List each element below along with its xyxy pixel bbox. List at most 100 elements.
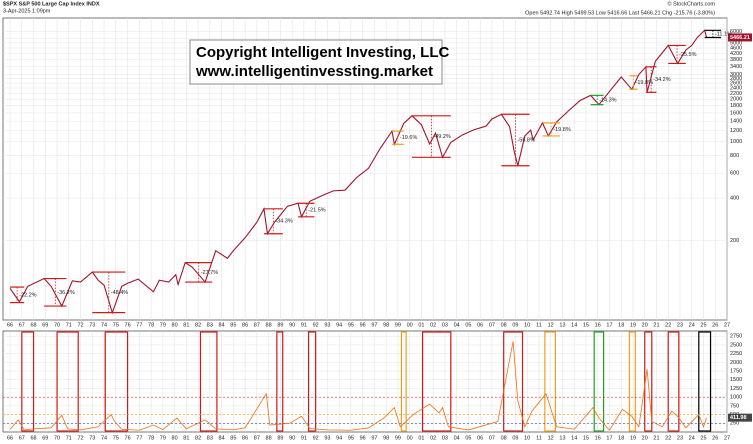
- x-tick-label: 25: [700, 435, 706, 441]
- x-tick-label: 99: [395, 322, 401, 328]
- y-tick-label: 2200: [730, 91, 742, 97]
- x-tick-label: 69: [42, 322, 48, 328]
- highlight-period: [644, 331, 653, 432]
- x-tick-label: 66: [7, 435, 13, 441]
- drawdown-label: -19.8%: [636, 80, 654, 86]
- x-tick-label: 97: [371, 435, 377, 441]
- date: 3-Apr-2025 1:09pm: [3, 8, 51, 14]
- x-tick-label: 72: [78, 322, 84, 328]
- x-tick-label: 01: [418, 322, 424, 328]
- quote: Open 5492.74 High 5499.53 Low 5416.66 La…: [525, 10, 715, 16]
- x-tick-label: 95: [348, 322, 354, 328]
- x-tick-label: 25: [700, 322, 706, 328]
- x-tick-label: 24: [689, 322, 695, 328]
- x-tick-label: 03: [442, 322, 448, 328]
- y-tick-label: 250: [730, 421, 739, 427]
- series-line: [9, 341, 707, 431]
- x-tick-label: 67: [19, 322, 25, 328]
- highlight-period: [544, 331, 557, 432]
- highlight-period: [503, 331, 524, 432]
- x-tick-label: 27: [724, 435, 730, 441]
- drawdown-label: -14.3%: [599, 97, 617, 103]
- x-tick-label: 67: [19, 435, 25, 441]
- x-tick-label: 19: [630, 435, 636, 441]
- x-tick-label: 05: [465, 435, 471, 441]
- drawdown-label: -25.5%: [679, 52, 697, 58]
- y-tick-label: 2250: [730, 351, 742, 357]
- x-tick-label: 01: [418, 435, 424, 441]
- drawdown-label: -34.2%: [653, 77, 671, 83]
- y-tick-label: 400: [730, 196, 739, 202]
- y-tick-label: 1000: [730, 139, 742, 145]
- last-value-box: [728, 413, 752, 422]
- x-tick-label: 15: [583, 435, 589, 441]
- x-tick-label: 82: [195, 322, 201, 328]
- x-tick-label: 76: [125, 322, 131, 328]
- y-tick-label: 1200: [730, 128, 742, 134]
- x-tick-label: 70: [54, 322, 60, 328]
- x-tick-label: 93: [324, 435, 330, 441]
- x-tick-label: 07: [489, 435, 495, 441]
- x-tick-label: 05: [465, 322, 471, 328]
- x-tick-label: 16: [595, 322, 601, 328]
- highlight-period: [21, 331, 35, 432]
- x-tick-label: 04: [454, 322, 460, 328]
- drawdown-label: -11.1%: [715, 31, 732, 37]
- x-tick-label: 18: [618, 435, 624, 441]
- x-tick-label: 96: [360, 435, 366, 441]
- x-tick-label: 23: [677, 322, 683, 328]
- y-tick-label: 2750: [730, 334, 742, 340]
- x-tick-label: 94: [336, 322, 342, 328]
- x-tick-label: 69: [42, 435, 48, 441]
- symbol: $SPX S&P 500 Large Cap Index INDX: [3, 1, 100, 7]
- x-tick-label: 20: [642, 435, 648, 441]
- x-tick-label: 13: [559, 322, 565, 328]
- watermark-line: Copyright Intelligent Investing, LLC: [196, 44, 449, 61]
- x-tick-label: 80: [172, 435, 178, 441]
- x-tick-label: 81: [183, 322, 189, 328]
- x-tick-label: 86: [242, 322, 248, 328]
- x-tick-label: 83: [207, 435, 213, 441]
- x-tick-label: 76: [125, 435, 131, 441]
- x-tick-label: 02: [430, 322, 436, 328]
- y-tick-label: 600: [730, 171, 739, 177]
- x-tick-label: 70: [54, 435, 60, 441]
- highlight-period: [421, 331, 452, 432]
- x-tick-label: 07: [489, 322, 495, 328]
- x-tick-label: 87: [254, 435, 260, 441]
- x-tick-label: 26: [712, 435, 718, 441]
- x-tick-label: 68: [30, 435, 36, 441]
- x-tick-label: 19: [630, 322, 636, 328]
- x-tick-label: 66: [7, 322, 13, 328]
- highlight-period: [199, 331, 218, 432]
- y-tick-label: 2500: [730, 342, 742, 348]
- y-tick-label: 200: [730, 238, 739, 244]
- x-tick-label: 98: [383, 435, 389, 441]
- x-tick-label: 95: [348, 435, 354, 441]
- x-tick-label: 78: [148, 322, 154, 328]
- y-tick-label: 1600: [730, 110, 742, 116]
- highlight-period: [628, 331, 636, 432]
- x-tick-label: 93: [324, 322, 330, 328]
- x-tick-label: 20: [642, 322, 648, 328]
- y-tick-label: 3400: [730, 64, 742, 70]
- x-tick-label: 74: [101, 435, 107, 441]
- x-tick-label: 15: [583, 322, 589, 328]
- highlight-period: [400, 331, 407, 432]
- last-value-label: 5466.21: [730, 35, 750, 41]
- y-tick-label: 2400: [730, 85, 742, 91]
- x-tick-label: 96: [360, 322, 366, 328]
- x-tick-label: 06: [477, 435, 483, 441]
- y-tick-label: 750: [730, 403, 739, 409]
- x-tick-label: 21: [653, 435, 659, 441]
- x-tick-label: 14: [571, 435, 577, 441]
- highlight-period: [698, 331, 712, 432]
- drawdown-label: -22.2%: [19, 292, 37, 298]
- y-tick-label: 2800: [730, 76, 742, 82]
- x-tick-label: 71: [66, 435, 72, 441]
- highlight-period: [104, 331, 129, 432]
- x-tick-label: 77: [136, 322, 142, 328]
- x-tick-label: 23: [677, 435, 683, 441]
- x-tick-label: 22: [665, 322, 671, 328]
